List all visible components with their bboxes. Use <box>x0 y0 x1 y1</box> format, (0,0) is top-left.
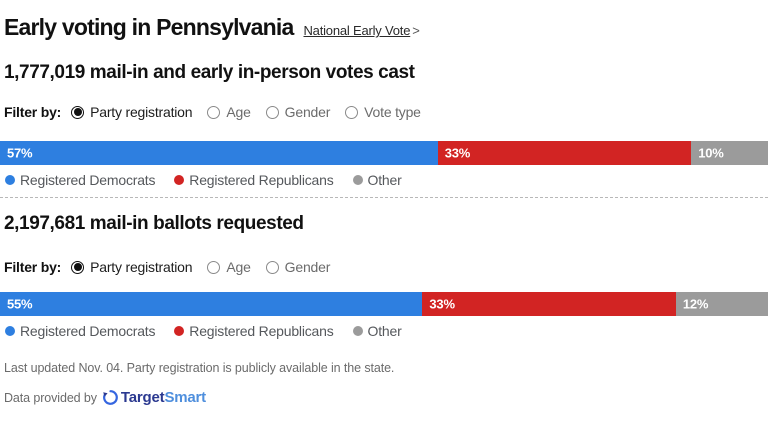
legend-label: Registered Republicans <box>189 172 334 188</box>
segment-value-label: 33% <box>429 296 455 312</box>
targetsmart-logo[interactable]: TargetSmart <box>102 389 206 406</box>
radio-button-icon[interactable] <box>265 105 279 119</box>
header: Early voting in Pennsylvania National Ea… <box>4 14 764 41</box>
national-early-vote-link[interactable]: National Early Vote > <box>303 23 419 38</box>
section-divider <box>0 197 768 198</box>
radio-label[interactable]: Gender <box>284 104 331 120</box>
radio-button-icon[interactable] <box>345 105 359 119</box>
filter-row-votes-cast: Filter by: Party registration Age Gender… <box>4 104 764 120</box>
last-updated-note: Last updated Nov. 04. Party registration… <box>4 361 395 375</box>
filter-row-ballots-requested: Filter by: Party registration Age Gender <box>4 259 764 275</box>
radio-label[interactable]: Gender <box>284 259 331 275</box>
bar-segment-other: 10% <box>691 141 768 165</box>
legend-dot-democrats-icon <box>5 326 15 336</box>
data-provided-by-label: Data provided by <box>4 390 97 405</box>
segment-value-label: 12% <box>682 296 709 312</box>
radio-button-icon[interactable] <box>265 260 279 274</box>
legend-item-republicans: Registered Republicans <box>174 323 334 339</box>
radio-gender[interactable]: Gender <box>265 104 331 120</box>
radio-button-icon[interactable] <box>207 105 221 119</box>
legend-dot-republicans-icon <box>174 326 185 336</box>
radio-label[interactable]: Age <box>226 104 251 120</box>
radio-gender[interactable]: Gender <box>265 259 331 275</box>
legend-dot-democrats-icon <box>5 175 15 185</box>
legend-label: Registered Democrats <box>20 172 156 188</box>
legend-item-democrats: Registered Democrats <box>5 323 155 339</box>
legend-item-other: Other <box>352 172 402 188</box>
segment-value-label: 57% <box>7 145 33 161</box>
segment-value-label: 55% <box>7 296 33 312</box>
radio-party-registration[interactable]: Party registration <box>71 104 193 120</box>
legend-dot-other-icon <box>352 175 363 185</box>
radio-age[interactable]: Age <box>207 104 251 120</box>
bar-segment-democrats: 57% <box>0 141 438 165</box>
legend-item-other: Other <box>352 323 402 339</box>
legend-item-democrats: Registered Democrats <box>5 172 155 188</box>
radio-label[interactable]: Party registration <box>90 104 193 120</box>
radio-age[interactable]: Age <box>207 259 251 275</box>
segment-value-label: 10% <box>698 145 724 161</box>
ballots-requested-legend: Registered Democrats Registered Republic… <box>5 323 764 339</box>
ballots-requested-headline: 2,197,681 mail-in ballots requested <box>4 213 304 234</box>
radio-label[interactable]: Vote type <box>364 104 421 120</box>
radio-button-icon[interactable] <box>71 260 85 274</box>
national-early-vote-link-label[interactable]: National Early Vote <box>303 23 411 38</box>
brand-part2: Smart <box>164 389 206 406</box>
legend-dot-other-icon <box>352 326 363 336</box>
radio-label[interactable]: Age <box>226 259 251 275</box>
radio-button-icon[interactable] <box>207 260 221 274</box>
legend-label: Registered Democrats <box>20 323 156 339</box>
legend-item-republicans: Registered Republicans <box>174 172 334 188</box>
chevron-right-icon: > <box>412 23 420 38</box>
legend-label: Registered Republicans <box>189 323 334 339</box>
brand-part1: Target <box>120 389 165 406</box>
radio-button-icon[interactable] <box>71 105 85 119</box>
radio-label[interactable]: Party registration <box>90 259 193 275</box>
votes-cast-legend: Registered Democrats Registered Republic… <box>5 172 764 188</box>
page-title: Early voting in Pennsylvania <box>4 14 294 40</box>
data-provider-row: Data provided by TargetSmart <box>4 389 764 406</box>
filter-by-label: Filter by: <box>4 259 62 275</box>
legend-label: Other <box>367 323 402 339</box>
radio-vote-type[interactable]: Vote type <box>345 104 421 120</box>
bar-segment-republicans: 33% <box>422 292 676 316</box>
segment-value-label: 33% <box>444 145 471 161</box>
votes-cast-headline: 1,777,019 mail-in and early in-person vo… <box>4 62 415 83</box>
bar-segment-democrats: 55% <box>0 292 423 316</box>
legend-label: Other <box>367 172 402 188</box>
filter-by-label: Filter by: <box>4 104 62 120</box>
bar-segment-other: 12% <box>675 292 768 316</box>
radio-party-registration[interactable]: Party registration <box>71 259 193 275</box>
votes-cast-stacked-bar: 57% 33% 10% <box>0 141 768 165</box>
ballots-requested-stacked-bar: 55% 33% 12% <box>0 292 768 316</box>
legend-dot-republicans-icon <box>174 175 185 185</box>
bar-segment-republicans: 33% <box>437 141 692 165</box>
targetsmart-swirl-icon <box>102 390 118 405</box>
